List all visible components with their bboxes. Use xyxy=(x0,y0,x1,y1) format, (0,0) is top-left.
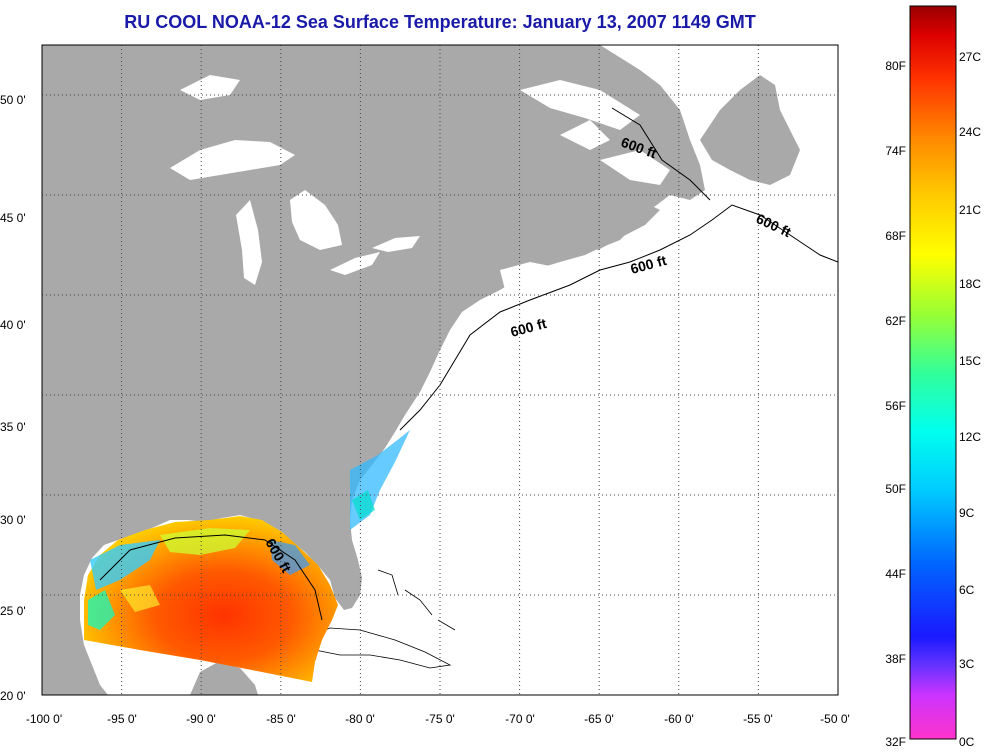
fahrenheit-label: 50F xyxy=(885,482,906,496)
colorbar-fahrenheit-scale: 80F 74F 68F 62F 56F 50F 44F 38F 32F xyxy=(885,59,906,749)
lon-tick-label: -60 0' xyxy=(664,712,694,726)
isobath-600ft-gulf xyxy=(99,534,323,621)
lon-tick-label: -95 0' xyxy=(107,712,137,726)
lon-tick-label: -80 0' xyxy=(345,712,375,726)
land-nova-scotia xyxy=(580,205,660,250)
lon-tick-label: -100 0' xyxy=(26,712,62,726)
fahrenheit-label: 80F xyxy=(885,59,906,73)
lon-tick-label: -65 0' xyxy=(584,712,614,726)
fahrenheit-label: 68F xyxy=(885,229,906,243)
gulf-sst-swath xyxy=(84,516,338,682)
coastal-sst-strip xyxy=(350,430,410,530)
lat-tick-label: 50 0' xyxy=(0,93,26,107)
land-newfoundland xyxy=(700,75,800,185)
lat-tick-label: 20 0' xyxy=(0,689,26,703)
temperature-colorbar: 80F 74F 68F 62F 56F 50F 44F 38F 32F 27C … xyxy=(885,5,981,749)
land-cuba xyxy=(299,627,452,669)
lat-tick-label: 35 0' xyxy=(0,420,26,434)
lon-tick-label: -75 0' xyxy=(425,712,455,726)
lon-tick-label: -85 0' xyxy=(266,712,296,726)
celsius-label: 3C xyxy=(959,657,975,671)
isobath-600ft-line xyxy=(399,204,838,431)
lat-tick-label: 45 0' xyxy=(0,211,26,225)
celsius-label: 24C xyxy=(959,125,981,139)
colorbar-celsius-scale: 27C 24C 21C 18C 15C 12C 9C 6C 3C 0C xyxy=(959,50,981,749)
lat-tick-label: 30 0' xyxy=(0,513,26,527)
map-frame xyxy=(41,44,839,696)
fahrenheit-label: 32F xyxy=(885,735,906,749)
celsius-label: 0C xyxy=(959,735,975,749)
lat-axis: 50 0' 45 0' 40 0' 35 0' 30 0' 25 0' 20 0… xyxy=(0,93,26,703)
celsius-label: 12C xyxy=(959,430,981,444)
lon-tick-label: -55 0' xyxy=(743,712,773,726)
celsius-label: 15C xyxy=(959,354,981,368)
map-title: RU COOL NOAA-12 Sea Surface Temperature:… xyxy=(124,12,756,32)
colorbar-gradient xyxy=(909,5,957,740)
celsius-label: 6C xyxy=(959,583,975,597)
lon-tick-label: -90 0' xyxy=(186,712,216,726)
fahrenheit-label: 44F xyxy=(885,567,906,581)
celsius-label: 9C xyxy=(959,506,975,520)
celsius-label: 18C xyxy=(959,277,981,291)
isobath-600ft-shelf xyxy=(611,107,711,201)
fahrenheit-label: 74F xyxy=(885,144,906,158)
lat-tick-label: 40 0' xyxy=(0,318,26,332)
fahrenheit-label: 62F xyxy=(885,314,906,328)
fahrenheit-label: 56F xyxy=(885,399,906,413)
lon-tick-label: -70 0' xyxy=(505,712,535,726)
lat-tick-label: 25 0' xyxy=(0,604,26,618)
land-yucatan xyxy=(190,662,258,695)
land-north-america xyxy=(42,45,705,695)
great-lakes xyxy=(170,75,670,308)
fahrenheit-label: 38F xyxy=(885,652,906,666)
land-bahamas xyxy=(377,569,456,631)
lon-axis: -100 0' -95 0' -90 0' -85 0' -80 0' -75 … xyxy=(26,712,850,726)
celsius-label: 27C xyxy=(959,50,981,64)
lat-lon-grid xyxy=(42,45,838,695)
celsius-label: 21C xyxy=(959,203,981,217)
lon-tick-label: -50 0' xyxy=(820,712,850,726)
